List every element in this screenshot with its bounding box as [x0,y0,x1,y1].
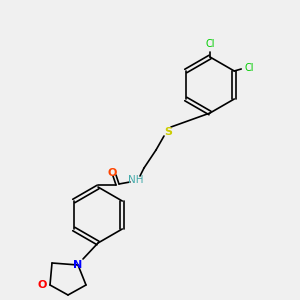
Text: Cl: Cl [244,63,254,73]
Text: O: O [37,280,47,290]
Text: Cl: Cl [205,39,215,49]
Text: N: N [74,260,82,270]
Text: NH: NH [128,175,144,185]
Text: S: S [164,127,172,137]
Text: O: O [107,168,117,178]
